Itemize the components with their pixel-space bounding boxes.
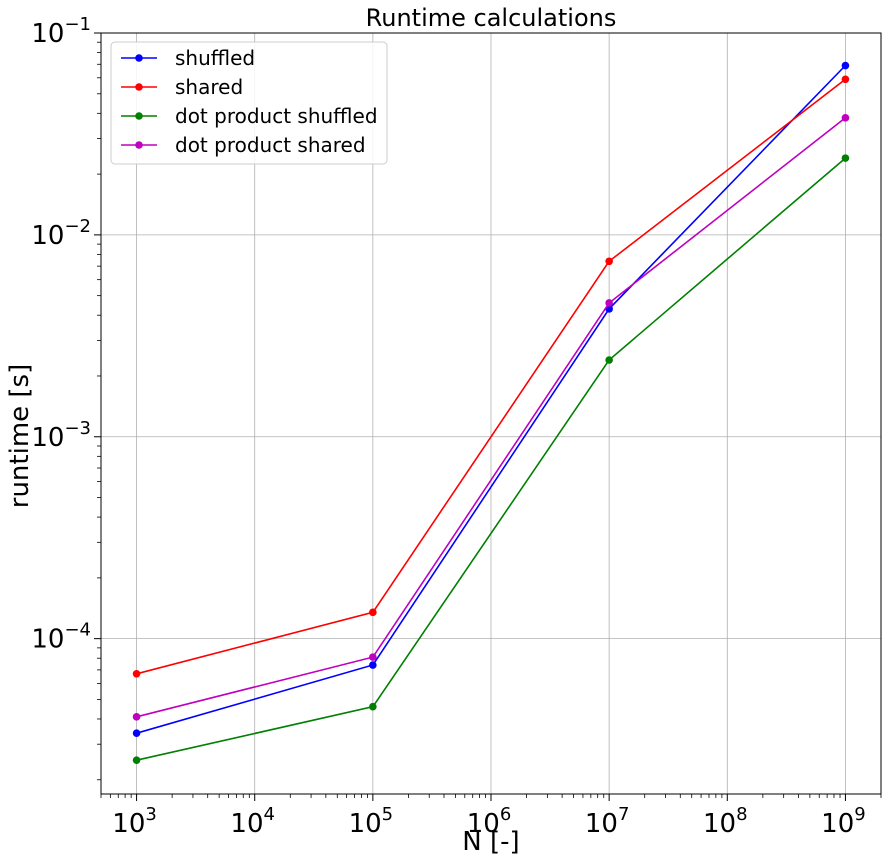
data-point-dot-product-shuffled bbox=[132, 756, 141, 764]
series-line-shared bbox=[136, 78, 846, 675]
data-point-dot-product-shuffled bbox=[605, 356, 613, 364]
data-point-dot-product-shared bbox=[369, 653, 377, 661]
data-point-shared bbox=[132, 669, 141, 678]
y-tick-label: 10−1 bbox=[31, 14, 91, 49]
data-point-shared bbox=[605, 257, 613, 266]
legend: shuffled shared dot product shuffled dot pr… bbox=[110, 41, 388, 165]
y-tick-label: 10−3 bbox=[31, 418, 91, 453]
data-point-dot-product-shared bbox=[605, 299, 613, 307]
chart-title: Runtime calculations bbox=[366, 4, 617, 32]
data-point-shared bbox=[841, 75, 850, 84]
axis-ticks: 103 104 105 106 107 108 109 10−4 10−3 10−2 10−1 bbox=[31, 14, 882, 839]
legend-marker bbox=[135, 141, 143, 149]
series-line-dot-product-shuffled bbox=[136, 157, 846, 761]
series-line-dot-product-shared bbox=[136, 117, 846, 718]
y-tick-label: 10−2 bbox=[31, 216, 91, 251]
data-point-dot-product-shuffled bbox=[841, 154, 850, 162]
x-tick-label: 106 bbox=[467, 804, 512, 839]
x-tick-label: 105 bbox=[349, 804, 394, 839]
series-lines bbox=[132, 61, 850, 764]
legend-marker bbox=[135, 112, 143, 120]
legend-label: dot product shuffled bbox=[175, 104, 378, 128]
data-point-shared bbox=[369, 608, 377, 617]
series-line-shuffled bbox=[136, 64, 846, 734]
legend-box bbox=[110, 41, 388, 165]
y-tick-label: 10−4 bbox=[31, 620, 91, 655]
x-tick-label: 107 bbox=[585, 804, 630, 839]
data-point-shuffled bbox=[132, 729, 141, 738]
x-axis-label: N [-] bbox=[462, 827, 519, 857]
legend-marker bbox=[135, 54, 143, 62]
data-point-dot-product-shuffled bbox=[369, 702, 377, 711]
x-tick-label: 104 bbox=[230, 804, 275, 839]
legend-label: shared bbox=[175, 75, 243, 99]
x-tick-label: 109 bbox=[821, 804, 866, 839]
data-point-dot-product-shared bbox=[841, 114, 850, 122]
legend-label: shuffled bbox=[175, 46, 255, 70]
data-point-shuffled bbox=[841, 61, 850, 70]
data-point-shuffled bbox=[369, 661, 377, 669]
legend-label: dot product shared bbox=[175, 133, 366, 157]
x-tick-label: 103 bbox=[112, 804, 157, 839]
data-point-dot-product-shared bbox=[132, 713, 141, 721]
legend-marker bbox=[135, 83, 143, 91]
x-tick-label: 108 bbox=[703, 804, 748, 839]
y-axis-label: runtime [s] bbox=[5, 364, 35, 509]
